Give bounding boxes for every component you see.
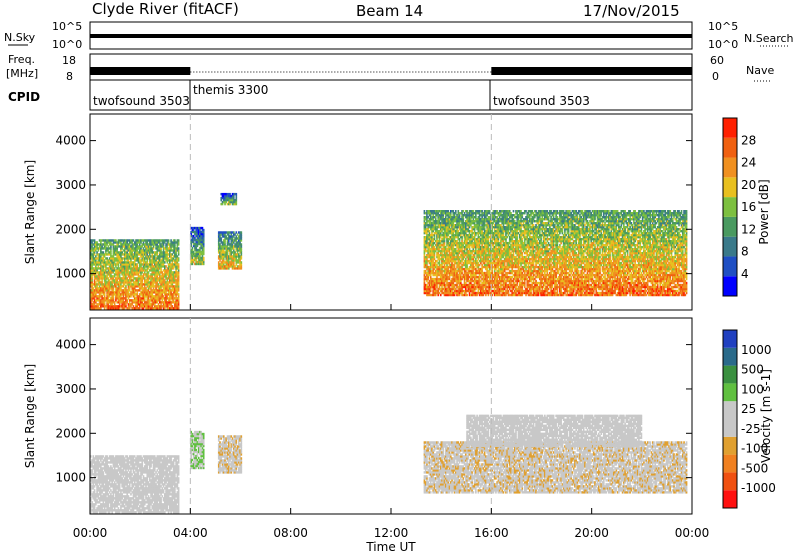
echo-cell [489, 210, 491, 212]
date-title: 17/Nov/2015 [583, 2, 680, 20]
freq-tick-top: 18 [62, 54, 76, 67]
cpid-label: CPID [8, 90, 40, 104]
power-data [90, 193, 687, 310]
nsearch-tick-top: 10^5 [708, 20, 738, 33]
freq-label-line2: [MHz] [6, 67, 38, 80]
echo-cell [203, 229, 205, 231]
echo-cell [241, 243, 243, 245]
freq-band-segment [491, 67, 692, 75]
cpid-segment-3: twofsound 3503 [493, 94, 590, 108]
echo-cell [455, 210, 457, 212]
echo-cell [168, 239, 170, 241]
echo-cell [178, 239, 180, 241]
echo-cell [241, 261, 243, 263]
echo-cell [203, 257, 205, 259]
nsky-label: N.Sky [4, 31, 36, 44]
echo-cell [178, 263, 180, 265]
beam-title: Beam 14 [356, 2, 423, 20]
nave-tick-top: 60 [710, 54, 724, 67]
echo-cell [178, 247, 180, 249]
echo-cell [241, 231, 243, 233]
nsky-trace-band [90, 34, 692, 38]
nsky-trace [90, 34, 692, 38]
echo-cell [178, 257, 180, 259]
rti-figure: Clyde River (fitACF) Beam 14 17/Nov/2015… [0, 0, 800, 554]
nsky-tick-bottom: 10^0 [52, 38, 82, 51]
freq-tick-bottom: 8 [66, 70, 73, 83]
station-title: Clyde River (fitACF) [92, 0, 239, 18]
freq-band-segment [90, 67, 190, 75]
cpid-segment-1: twofsound 3503 [93, 94, 190, 108]
echo-cell [235, 193, 237, 195]
freq-label-line1: Freq. [8, 53, 35, 66]
nsearch-label: N.Search [744, 32, 794, 45]
nave-tick-bottom: 0 [712, 70, 719, 83]
cpid-segment-2: themis 3300 [193, 83, 268, 97]
nsky-tick-top: 10^5 [52, 20, 82, 33]
nave-label: Nave [746, 64, 774, 77]
echo-cell [178, 293, 180, 295]
nsearch-tick-bottom: 10^0 [708, 38, 738, 51]
freq-trace [90, 67, 692, 75]
echo-cell [466, 294, 468, 296]
